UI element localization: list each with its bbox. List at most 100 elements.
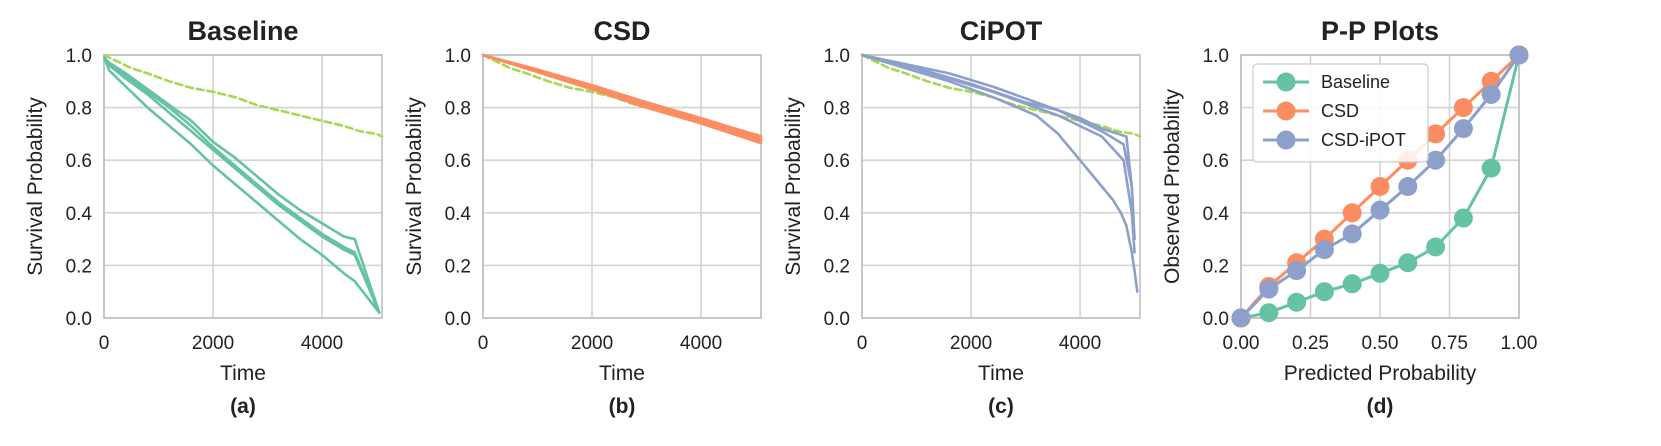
plot-frame xyxy=(1240,54,1520,319)
y-tick-label: 1.0 xyxy=(445,46,471,67)
panel-pp-plots: 0.00 0.25 0.50 0.75 1.00 0.0 0.2 0.4 0.6 0.8 1.0 P-… xyxy=(1161,16,1537,418)
x-tick-label: 0 xyxy=(478,333,489,354)
y-tick-label: 0.0 xyxy=(445,309,471,330)
y-axis-label: Observed Probability xyxy=(1161,89,1184,284)
x-tick-label: 0.75 xyxy=(1431,333,1468,354)
y-tick-label: 0.0 xyxy=(1203,309,1229,330)
series-line-curve-3 xyxy=(482,53,763,141)
series-line-curve-1 xyxy=(861,53,1139,294)
panel-baseline: 0 2000 4000 0.0 0.2 0.4 0.6 0.8 1.0 Baseline Time S… xyxy=(24,16,384,418)
y-tick-label: 0.0 xyxy=(824,309,850,330)
y-tick-label: 0.4 xyxy=(824,204,851,225)
x-axis-label: Time xyxy=(220,362,266,385)
y-tick-label: 0.6 xyxy=(445,151,471,172)
x-tick-label: 2000 xyxy=(950,333,992,354)
y-tick-label: 0.2 xyxy=(66,256,92,277)
series-line-curve-3 xyxy=(861,53,1136,241)
data-point-baseline xyxy=(1287,292,1307,312)
chart-title: CiPOT xyxy=(960,16,1043,46)
y-tick-label: 0.8 xyxy=(66,99,92,120)
data-point-csd xyxy=(1453,98,1473,118)
data-point-baseline xyxy=(1453,208,1473,228)
x-tick-label: 4000 xyxy=(301,333,343,354)
x-axis-label: Time xyxy=(599,362,645,385)
data-point-baseline xyxy=(1481,158,1501,178)
series-line-curve-2 xyxy=(861,53,1136,254)
legend-label: CSD-iPOT xyxy=(1321,130,1406,150)
y-tick-label: 0.2 xyxy=(445,256,471,277)
plot-frame xyxy=(103,54,383,319)
y-axis-label: Survival Probability xyxy=(24,97,47,276)
data-point-csd-ipot xyxy=(1231,308,1251,328)
x-tick-label: 2000 xyxy=(571,333,613,354)
data-point-csd-ipot xyxy=(1426,150,1446,170)
x-axis-label: Predicted Probability xyxy=(1284,362,1477,385)
plot-frame xyxy=(861,54,1141,319)
panel-sublabel: (b) xyxy=(609,395,636,418)
y-tick-label: 0.4 xyxy=(1203,204,1230,225)
data-point-baseline xyxy=(1398,253,1418,273)
x-tick-label: 0 xyxy=(99,333,110,354)
data-point-baseline xyxy=(1370,263,1390,283)
x-tick-label: 1.00 xyxy=(1501,333,1538,354)
panel-csd: 0 2000 4000 0.0 0.2 0.4 0.6 0.8 1.0 CSD Time Surviv… xyxy=(403,16,763,418)
y-axis-label: Survival Probability xyxy=(403,97,426,276)
data-point-csd-ipot xyxy=(1342,224,1362,244)
data-point-csd-ipot xyxy=(1370,200,1390,220)
chart-title: CSD xyxy=(593,16,650,46)
x-tick-label: 0.00 xyxy=(1223,333,1260,354)
x-tick-label: 0.25 xyxy=(1292,333,1329,354)
panel-sublabel: (a) xyxy=(230,395,256,418)
data-point-baseline xyxy=(1342,274,1362,294)
y-tick-label: 1.0 xyxy=(1203,46,1229,67)
y-tick-label: 0.2 xyxy=(1203,256,1229,277)
y-tick-label: 0.8 xyxy=(445,99,471,120)
legend-marker xyxy=(1276,72,1296,92)
y-tick-label: 0.4 xyxy=(445,204,472,225)
series-line-kaplan-meier xyxy=(103,53,384,138)
y-tick-label: 0.6 xyxy=(824,151,850,172)
panel-sublabel: (d) xyxy=(1367,395,1394,418)
data-point-csd-ipot xyxy=(1453,119,1473,139)
data-point-csd xyxy=(1426,124,1446,144)
legend-label: Baseline xyxy=(1321,72,1390,92)
data-point-baseline xyxy=(1314,282,1334,302)
data-point-csd-ipot xyxy=(1259,279,1279,299)
legend-label: CSD xyxy=(1321,101,1359,121)
data-point-csd xyxy=(1370,177,1390,196)
x-axis-label: Time xyxy=(978,362,1024,385)
y-tick-label: 0.8 xyxy=(1203,99,1229,120)
x-tick-label: 0 xyxy=(857,333,868,354)
panel-cipot: 0 2000 4000 0.0 0.2 0.4 0.6 0.8 1.0 CiPOT Time Surv… xyxy=(782,16,1142,418)
data-point-csd-ipot xyxy=(1481,84,1501,104)
x-tick-label: 4000 xyxy=(680,333,722,354)
series-line-curve-2 xyxy=(103,56,381,315)
x-tick-label: 4000 xyxy=(1059,333,1101,354)
panel-sublabel: (c) xyxy=(988,395,1014,418)
y-tick-label: 0.0 xyxy=(66,309,92,330)
series-line-curve-4 xyxy=(482,53,763,138)
y-tick-label: 0.8 xyxy=(824,99,850,120)
chart-title: Baseline xyxy=(187,16,298,46)
x-tick-label: 0.50 xyxy=(1362,333,1399,354)
data-point-baseline xyxy=(1426,237,1446,257)
y-tick-label: 0.6 xyxy=(1203,151,1229,172)
data-point-csd-ipot xyxy=(1314,240,1334,260)
data-point-csd-ipot xyxy=(1398,177,1418,196)
legend-marker xyxy=(1276,130,1296,150)
y-tick-label: 0.6 xyxy=(66,151,92,172)
legend-box xyxy=(1252,63,1429,163)
plot-frame xyxy=(482,54,762,319)
data-point-csd-ipot xyxy=(1287,261,1307,281)
data-point-csd xyxy=(1342,203,1362,223)
series-line-curve-1 xyxy=(103,56,381,315)
y-tick-label: 1.0 xyxy=(66,46,92,67)
x-tick-label: 2000 xyxy=(192,333,234,354)
y-tick-label: 1.0 xyxy=(824,46,850,67)
y-tick-label: 0.4 xyxy=(66,204,93,225)
y-axis-label: Survival Probability xyxy=(782,97,805,276)
series-line-curve-4 xyxy=(103,56,381,315)
series-line-curve-3 xyxy=(103,56,381,315)
chart-title: P-P Plots xyxy=(1321,16,1439,46)
